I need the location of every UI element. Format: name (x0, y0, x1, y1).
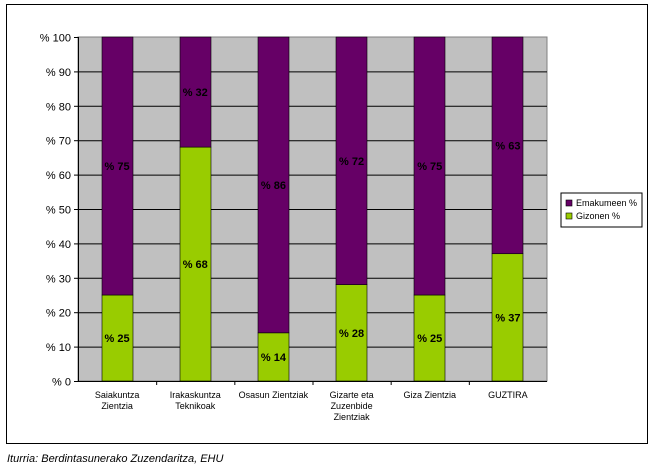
bar-gizonen (335, 284, 368, 382)
bar-gizonen (101, 294, 134, 382)
x-category-label-line: Irakaskuntza (170, 390, 221, 400)
y-tick-label: % 40 (46, 239, 71, 251)
data-label: % 32 (183, 87, 208, 99)
data-label: % 75 (417, 161, 442, 173)
bar-gizonen (413, 294, 446, 382)
bar-emakumeen (413, 36, 446, 296)
y-tick-label: % 10 (46, 342, 71, 354)
x-category-label: Osasun Zientziak (239, 390, 309, 400)
x-category-label-line: Giza Zientzia (403, 390, 456, 400)
data-label: % 28 (339, 328, 364, 340)
legend-label-emakumeen: Emakumeen % (576, 198, 637, 208)
bar-emakumeen (491, 36, 524, 255)
source-note: Iturria: Berdintasunerako Zuzendaritza, … (7, 453, 224, 465)
x-category-label: Irakaskuntza Teknikoak (170, 390, 221, 411)
data-label: % 86 (261, 180, 286, 192)
bar-emakumeen (101, 36, 134, 296)
x-category-label: Giza Zientzia (403, 390, 456, 400)
chart-frame: % 0 % 10 % 20 % 30 % 40 % 50 % 60 % 70 % 80 % 90%… (6, 4, 648, 444)
data-label: % 75 (105, 161, 130, 173)
x-category-label-line: Teknikoak (175, 401, 216, 411)
x-category-label-line: Zuzenbide (331, 401, 373, 411)
x-category-label-line: Gizarte eta (330, 390, 374, 400)
x-category-label: Saiakuntza Zientzia (95, 390, 140, 411)
bar-gizonen (491, 253, 524, 382)
y-tick-label: % 80 (46, 101, 71, 113)
x-category-label-line: Zientzia (101, 401, 133, 411)
y-tick-label: % 90 (46, 67, 71, 79)
y-tick-label: % 100 (40, 33, 71, 45)
bar-emakumeen (257, 36, 290, 334)
y-tick-label: % 0 (52, 377, 71, 389)
x-category-label-line: Saiakuntza (95, 390, 140, 400)
stacked-bar-chart: % 0 % 10 % 20 % 30 % 40 % 50 % 60 % 70 % 80 % 90%… (40, 33, 643, 422)
legend-swatch-emakumeen (565, 199, 573, 207)
data-label: % 68 (183, 259, 208, 271)
legend-box (560, 192, 643, 228)
y-tick-label: % 20 (46, 308, 71, 320)
data-label: % 25 (105, 333, 130, 345)
data-label: % 14 (261, 352, 287, 364)
x-category-label-line: Osasun Zientziak (239, 390, 309, 400)
bar-gizonen (257, 332, 290, 382)
y-tick-label: % 70 (46, 136, 71, 148)
x-category-label-line: Zientziak (334, 412, 371, 422)
legend-swatch-gizonen (565, 212, 573, 220)
y-tick-label: % 50 (46, 205, 71, 217)
bar-emakumeen (335, 36, 368, 285)
legend-label-gizonen: Gizonen % (576, 211, 620, 221)
x-category-label: Gizarte eta Zuzenbide Zientziak (330, 390, 374, 422)
data-label: % 37 (495, 312, 520, 324)
data-label: % 25 (417, 333, 442, 345)
y-tick-label: % 30 (46, 273, 71, 285)
x-category-label: GUZTIRA (488, 390, 528, 400)
data-label: % 63 (495, 140, 520, 152)
bar-emakumeen (179, 36, 212, 148)
data-label: % 72 (339, 156, 364, 168)
y-tick-label: % 60 (46, 170, 71, 182)
x-category-label-line: GUZTIRA (488, 390, 528, 400)
